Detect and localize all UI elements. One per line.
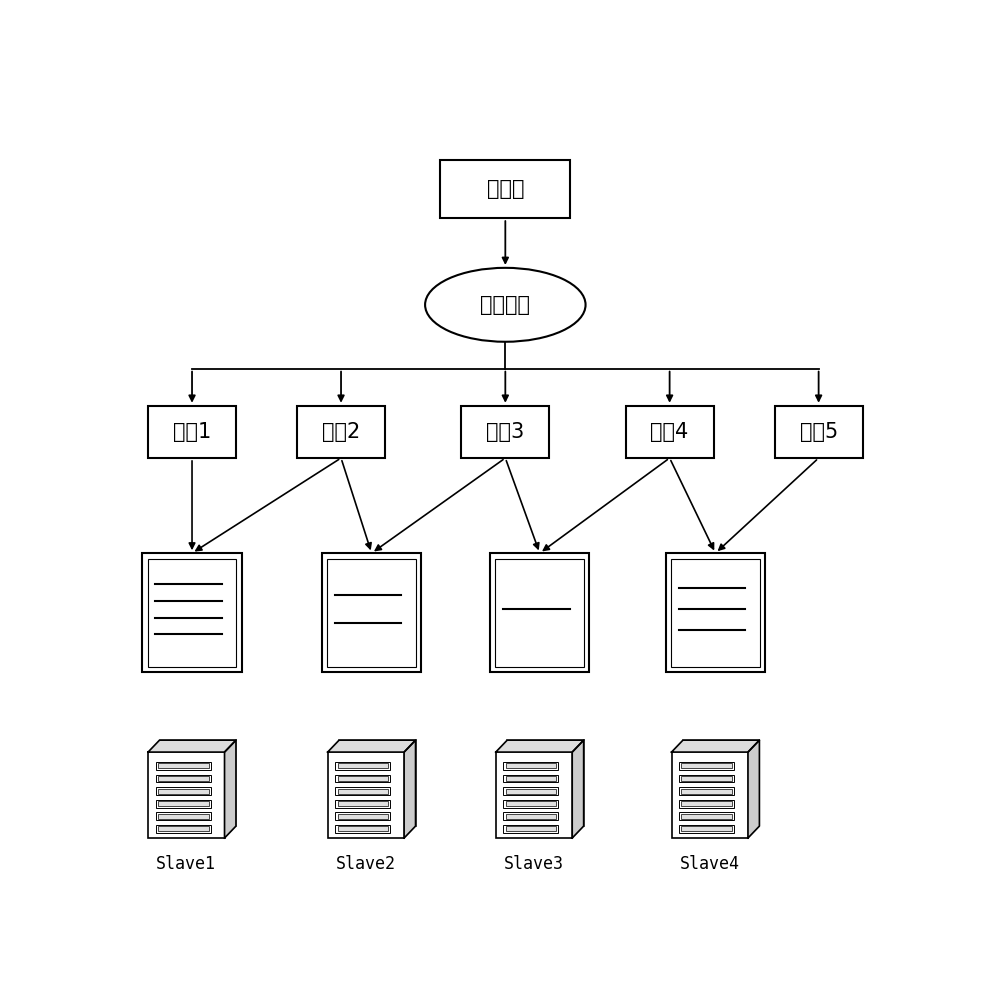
Bar (506, 789, 556, 794)
Ellipse shape (425, 268, 586, 342)
Bar (321, 553, 421, 672)
Bar (337, 789, 388, 794)
Bar (496, 752, 572, 838)
Polygon shape (404, 740, 415, 838)
Bar (679, 812, 735, 820)
Bar (461, 406, 549, 458)
Bar (504, 812, 558, 820)
Bar (671, 559, 760, 667)
Bar (158, 789, 209, 794)
Bar (142, 553, 242, 672)
Bar (335, 762, 390, 770)
Bar (156, 812, 211, 820)
Bar (683, 740, 759, 826)
Polygon shape (225, 740, 236, 838)
Bar (337, 801, 388, 806)
Bar (775, 406, 863, 458)
Bar (156, 800, 211, 808)
Bar (679, 800, 735, 808)
Bar (504, 825, 558, 833)
Bar (506, 826, 556, 831)
Polygon shape (496, 740, 584, 752)
Bar (506, 801, 556, 806)
Bar (679, 787, 735, 795)
Bar (335, 775, 390, 782)
Bar (148, 752, 225, 838)
Bar (679, 775, 735, 782)
Bar (441, 160, 570, 218)
Bar (160, 740, 236, 826)
Polygon shape (148, 740, 236, 752)
Bar (337, 814, 388, 819)
Bar (335, 825, 390, 833)
Bar (504, 787, 558, 795)
Bar (158, 814, 209, 819)
Bar (681, 826, 732, 831)
Bar (495, 559, 584, 667)
Bar (335, 787, 390, 795)
Bar (156, 787, 211, 795)
Bar (504, 775, 558, 782)
Text: 任务5: 任务5 (800, 422, 838, 442)
Bar (681, 776, 732, 781)
Bar (156, 762, 211, 770)
Bar (327, 559, 416, 667)
Bar (337, 776, 388, 781)
Bar (679, 825, 735, 833)
Bar (156, 775, 211, 782)
Bar (504, 800, 558, 808)
Bar (337, 763, 388, 768)
Polygon shape (671, 740, 759, 752)
Bar (679, 762, 735, 770)
Bar (158, 801, 209, 806)
Text: Slave3: Slave3 (504, 855, 564, 873)
Polygon shape (327, 740, 415, 752)
Bar (490, 553, 590, 672)
Bar (506, 763, 556, 768)
Bar (156, 825, 211, 833)
Text: 任务2: 任务2 (321, 422, 360, 442)
Bar (337, 826, 388, 831)
Text: 任务4: 任务4 (651, 422, 689, 442)
Bar (327, 752, 404, 838)
Bar (681, 763, 732, 768)
Text: Slave4: Slave4 (679, 855, 740, 873)
Text: 统计作业: 统计作业 (480, 295, 530, 315)
Bar (681, 801, 732, 806)
Bar (666, 553, 765, 672)
Polygon shape (572, 740, 584, 838)
Bar (504, 762, 558, 770)
Text: 客户端: 客户端 (486, 179, 525, 199)
Polygon shape (748, 740, 759, 838)
Bar (158, 763, 209, 768)
Text: Slave1: Slave1 (157, 855, 216, 873)
Text: 任务3: 任务3 (486, 422, 525, 442)
Bar (335, 800, 390, 808)
Text: Slave2: Slave2 (336, 855, 396, 873)
Bar (507, 740, 584, 826)
Bar (297, 406, 385, 458)
Bar (626, 406, 714, 458)
Bar (335, 812, 390, 820)
Bar (158, 826, 209, 831)
Bar (148, 559, 237, 667)
Bar (158, 776, 209, 781)
Bar (681, 789, 732, 794)
Bar (506, 776, 556, 781)
Bar (671, 752, 748, 838)
Text: 任务1: 任务1 (173, 422, 211, 442)
Bar (681, 814, 732, 819)
Bar (148, 406, 236, 458)
Bar (506, 814, 556, 819)
Bar (339, 740, 415, 826)
